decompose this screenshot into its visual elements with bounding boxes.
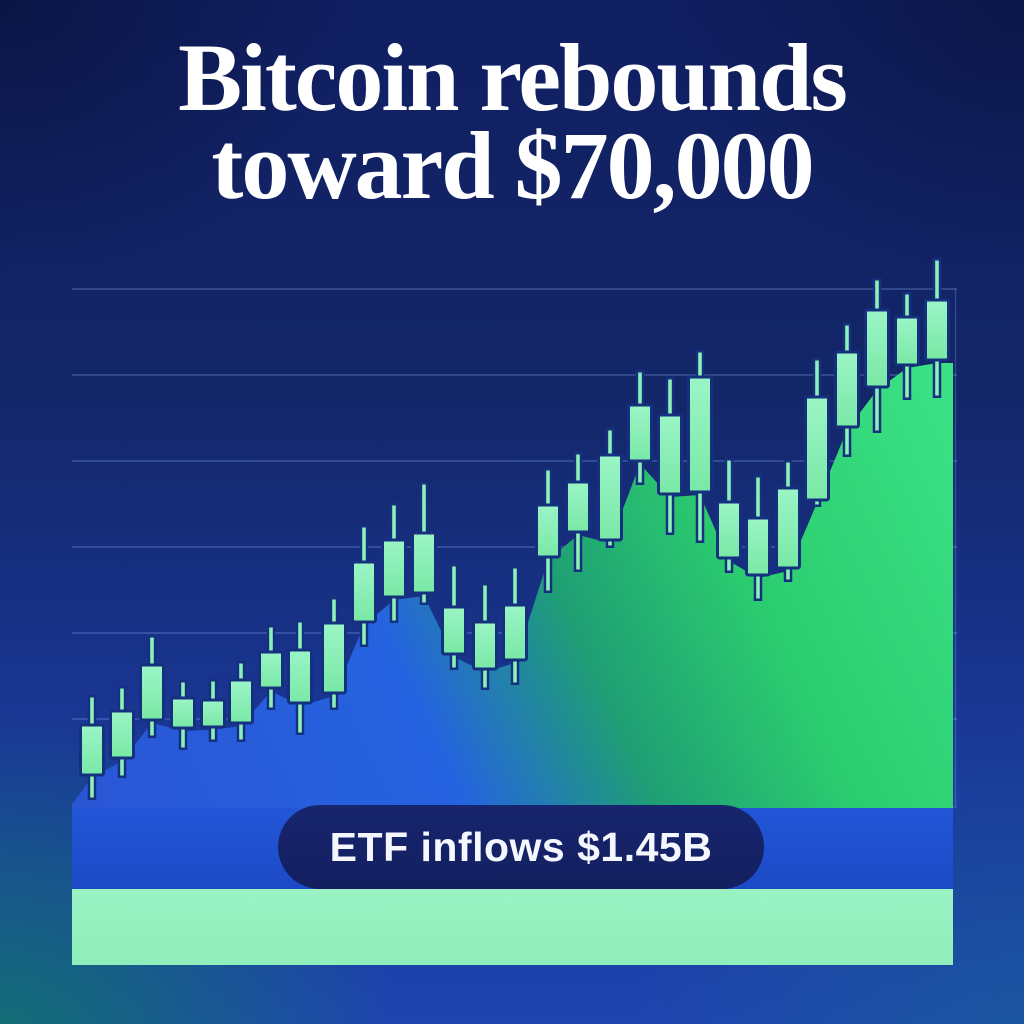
etf-inflows-badge: ETF inflows $1.45B <box>278 805 764 889</box>
page-title-line2: toward $70,000 <box>211 112 814 220</box>
etf-inflows-badge-label: ETF inflows $1.45B <box>329 823 713 870</box>
page-title: Bitcoin rebounds toward $70,000 <box>0 24 1024 220</box>
page-title-line1: Bitcoin rebounds <box>178 24 848 131</box>
bottom-green-bar <box>72 889 953 965</box>
